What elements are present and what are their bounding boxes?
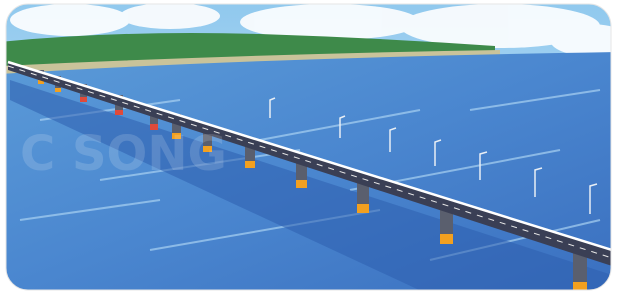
watermark: C SONG	[20, 126, 227, 182]
scene: C SONG	[0, 0, 617, 295]
bridge-illustration: C SONG	[0, 0, 617, 295]
